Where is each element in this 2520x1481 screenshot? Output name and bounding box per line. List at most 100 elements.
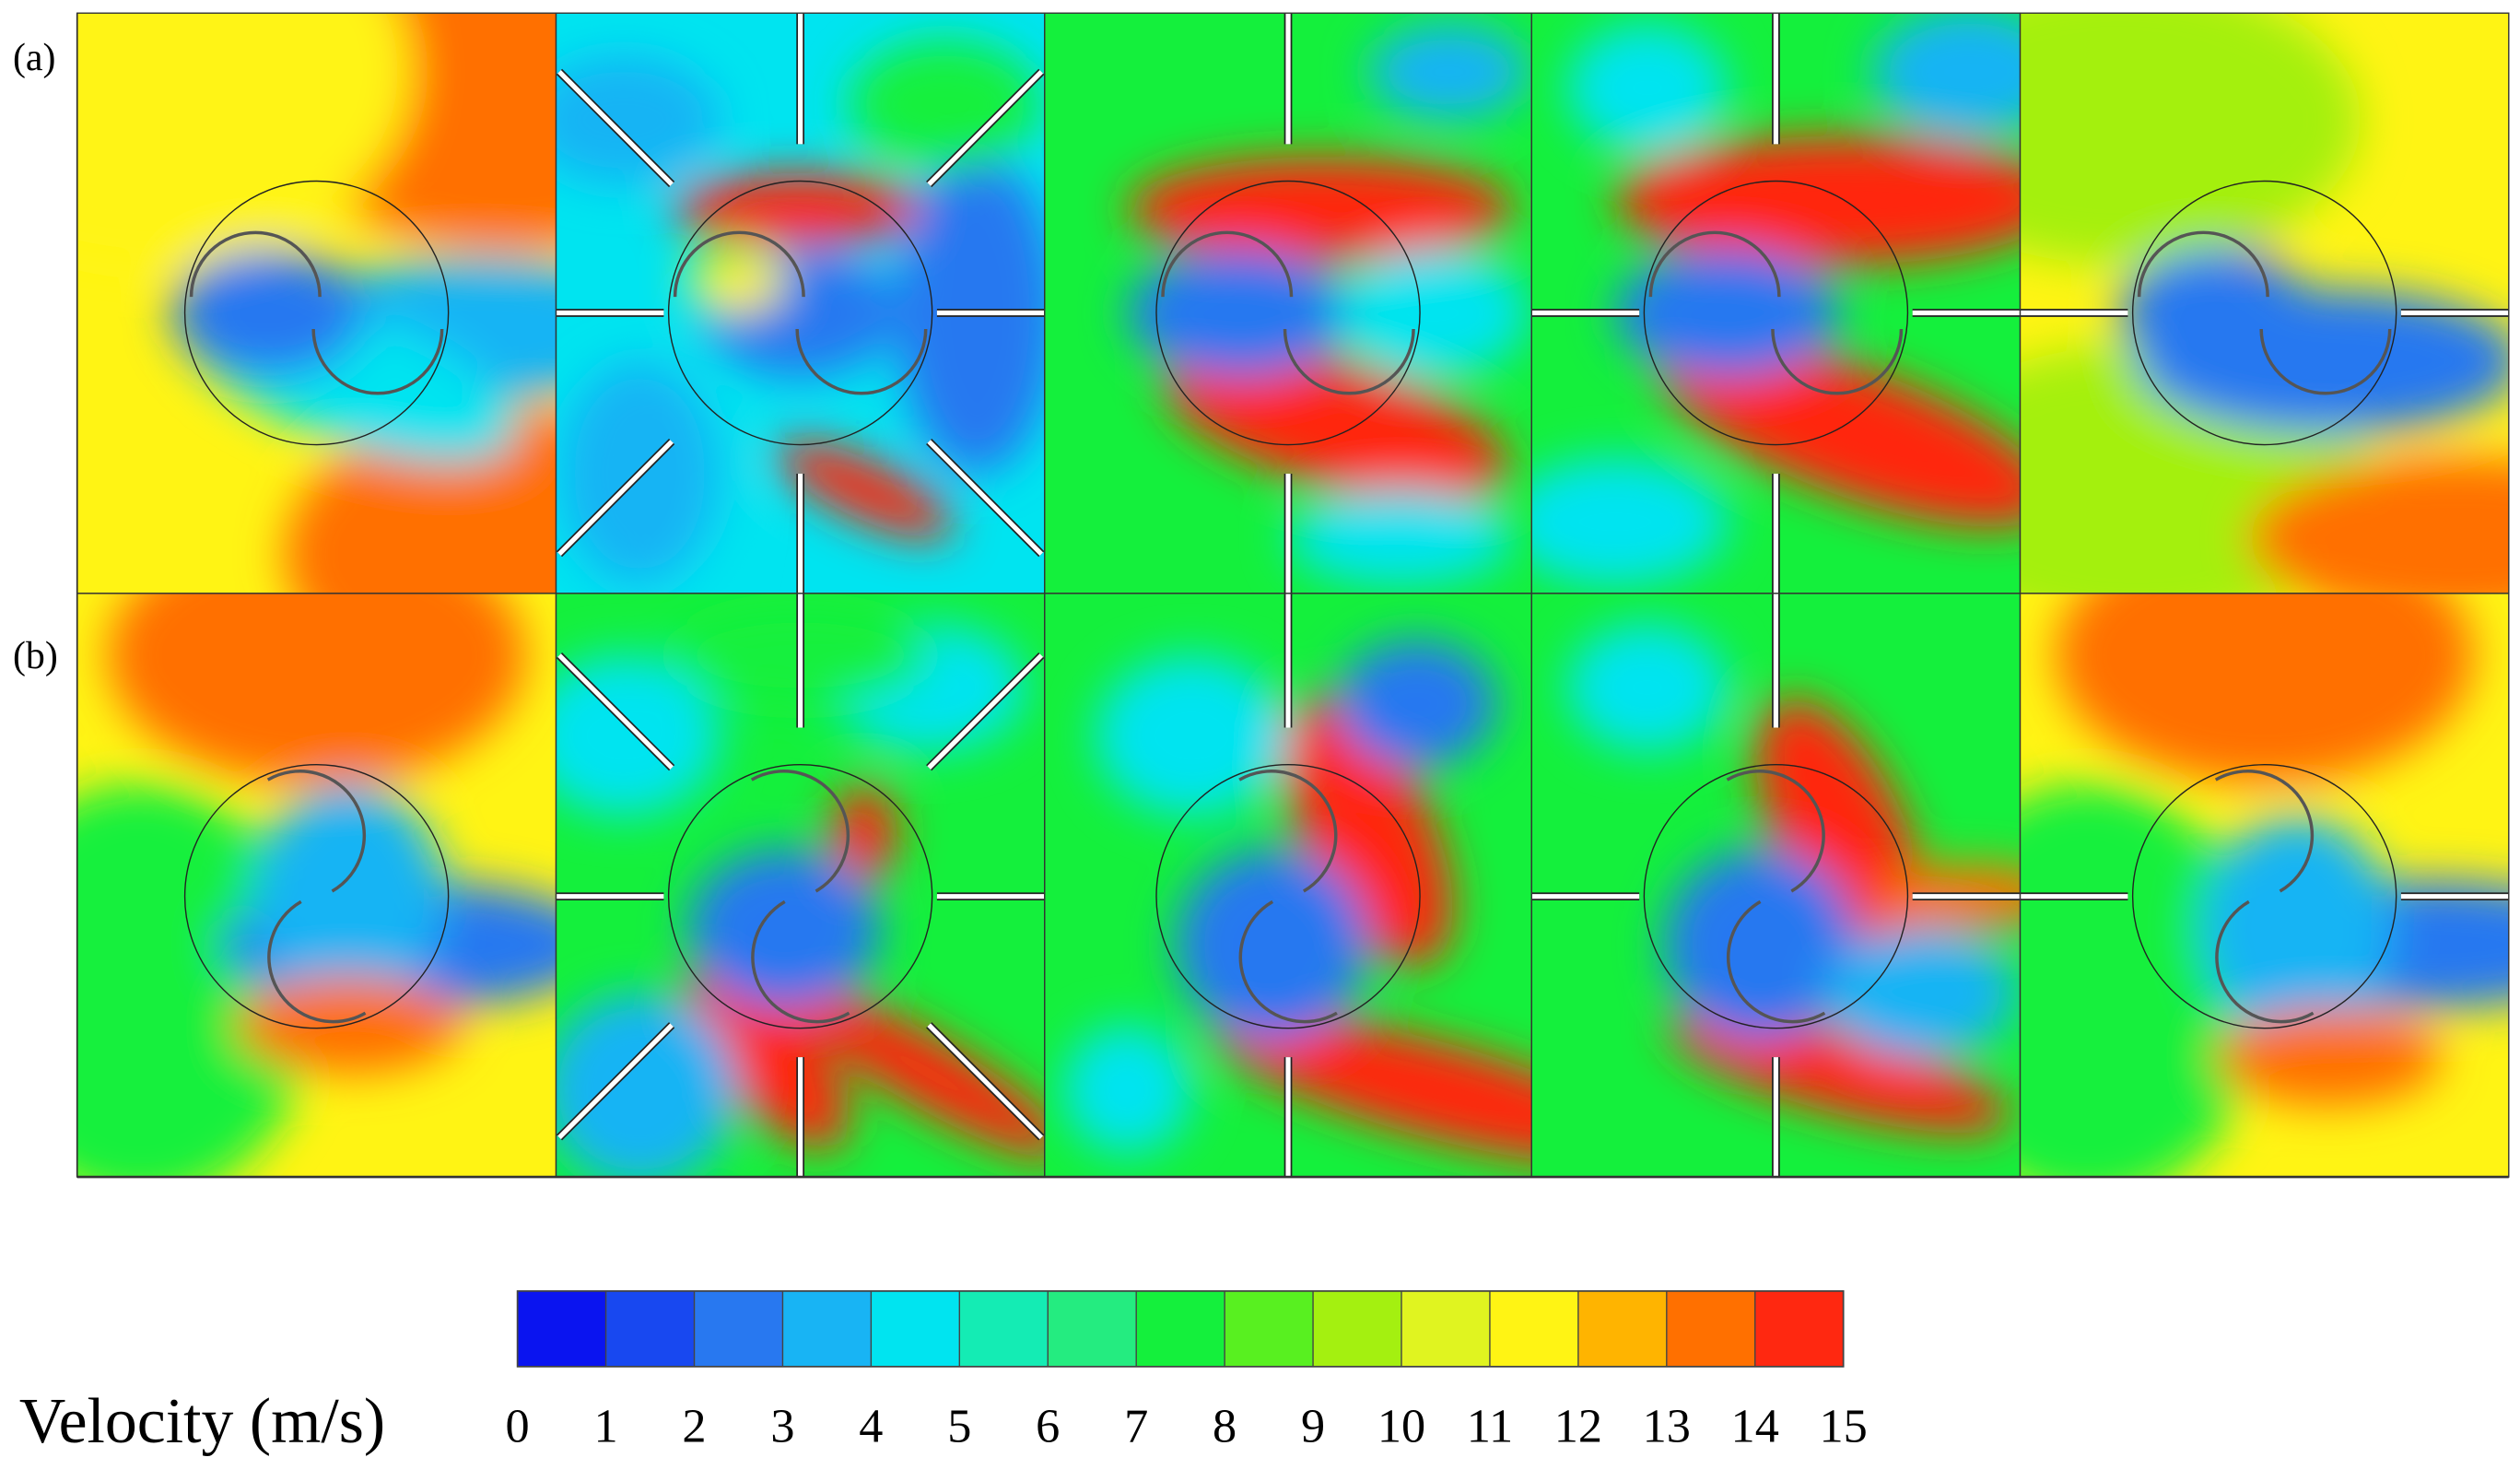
flow-region: [686, 965, 850, 1149]
colorbar-segment: [517, 1290, 606, 1367]
flow-region: [832, 783, 897, 881]
colorbar-segment: [1577, 1290, 1667, 1367]
contour-panel: [2020, 13, 2509, 594]
wall: [557, 1023, 674, 1140]
contour-panel: [1044, 13, 1532, 594]
rotor: [1648, 230, 1904, 395]
flow-region: [1214, 1015, 1532, 1164]
rotor: [673, 230, 928, 395]
colorbar-tick-label: 0: [506, 1400, 530, 1453]
flow-region: [1566, 23, 1729, 153]
rotor-domain: [2131, 180, 2397, 446]
flow-region: [1288, 489, 1514, 587]
flow-region: [1659, 339, 2021, 527]
flow-region: [2199, 816, 2394, 1041]
colorbar-segment: [1136, 1290, 1225, 1367]
contour-panels: [76, 12, 2510, 1178]
flow-region: [1368, 23, 1530, 121]
colorbar-segment: [605, 1290, 695, 1367]
flow-region: [2119, 248, 2313, 378]
colorbar-tick-label: 3: [770, 1400, 794, 1453]
colorbar-tick-label: 13: [1643, 1400, 1691, 1453]
flow-region: [1336, 248, 1530, 378]
colorbar: 0 1 2 3 4 5 6 7 8 9 10 11 12 13 14 15: [506, 1290, 1868, 1453]
blade: [1283, 328, 1415, 395]
flow-region: [76, 13, 414, 265]
blade: [311, 328, 444, 395]
flow-region: [687, 848, 881, 1009]
flow-region: [556, 993, 736, 1178]
rotor-domain: [1155, 763, 1421, 1029]
flow-region: [1566, 623, 1729, 752]
wall: [557, 440, 674, 557]
colorbar-tick-label: 10: [1377, 1400, 1425, 1453]
flow-region: [1127, 157, 1514, 260]
flow-region: [2216, 1008, 2442, 1106]
colorbar-segment: [694, 1290, 783, 1367]
flow-field: [2020, 593, 2509, 1178]
wall: [927, 1023, 1044, 1140]
colorbar-segment: [1225, 1290, 1314, 1367]
flow-region: [1531, 457, 1729, 587]
wall: [927, 440, 1044, 557]
rotor-domain: [2131, 763, 2397, 1029]
wall: [927, 70, 1044, 186]
colorbar-segment: [782, 1290, 872, 1367]
panel-label: (b): [13, 635, 58, 677]
rotor-domain: [183, 180, 450, 446]
flow-field: [2020, 13, 2509, 594]
colorbar-tick-label: 2: [682, 1400, 706, 1453]
blade: [673, 230, 805, 298]
contour-panel: [556, 13, 1045, 594]
flow-region: [252, 783, 446, 1009]
rotor: [266, 770, 367, 1024]
colorbar-tick-label: 11: [1467, 1400, 1513, 1453]
flow-region: [2020, 783, 2265, 1178]
flow-field: [1531, 13, 2021, 587]
colorbar-segment: [1401, 1290, 1490, 1367]
blade: [267, 899, 367, 1024]
blade: [2214, 770, 2315, 893]
contour-panel: [76, 593, 557, 1178]
contour-panel: [1531, 593, 2021, 1178]
flow-region: [2055, 593, 2474, 784]
colorbar-segment: [1666, 1290, 1755, 1367]
flow-region: [1283, 698, 1453, 967]
blade: [266, 770, 367, 893]
flow-region: [171, 248, 365, 378]
colorbar-frame: [516, 1290, 1845, 1368]
flow-region: [1663, 848, 1857, 1041]
flow-region: [672, 172, 930, 244]
blade: [1161, 230, 1294, 298]
flow-region: [2020, 13, 2362, 265]
flow-region: [1062, 1025, 1192, 1154]
blade: [2137, 230, 2269, 298]
contour-panel: [2020, 593, 2509, 1178]
blade: [1238, 770, 1338, 893]
rotor: [2214, 770, 2315, 1024]
rotor: [1726, 770, 1826, 1024]
blade: [1726, 899, 1826, 1024]
blade: [750, 770, 850, 893]
flow-region: [1175, 848, 1369, 1041]
flow-region: [848, 40, 1042, 169]
blade: [1648, 230, 1781, 298]
colorbar-segment: [1048, 1290, 1137, 1367]
blade: [189, 230, 322, 298]
rotor: [1238, 770, 1338, 1024]
blade: [2259, 328, 2392, 395]
rotor: [2137, 230, 2392, 395]
contour-panel: [1044, 593, 1532, 1178]
flow-field: [1062, 639, 1532, 1164]
colorbar-tick-label: 4: [859, 1400, 883, 1453]
flow-region: [2248, 457, 2509, 594]
colorbar-tick-label: 5: [947, 1400, 971, 1453]
colorbar-tick-label: 15: [1820, 1400, 1868, 1453]
flow-region: [1127, 248, 1353, 378]
colorbar-tick-label: 12: [1554, 1400, 1602, 1453]
colorbar-segment: [1489, 1290, 1578, 1367]
rotor: [750, 770, 850, 1024]
flow-field: [1127, 23, 1530, 587]
colorbar-segment: [1754, 1290, 1844, 1367]
